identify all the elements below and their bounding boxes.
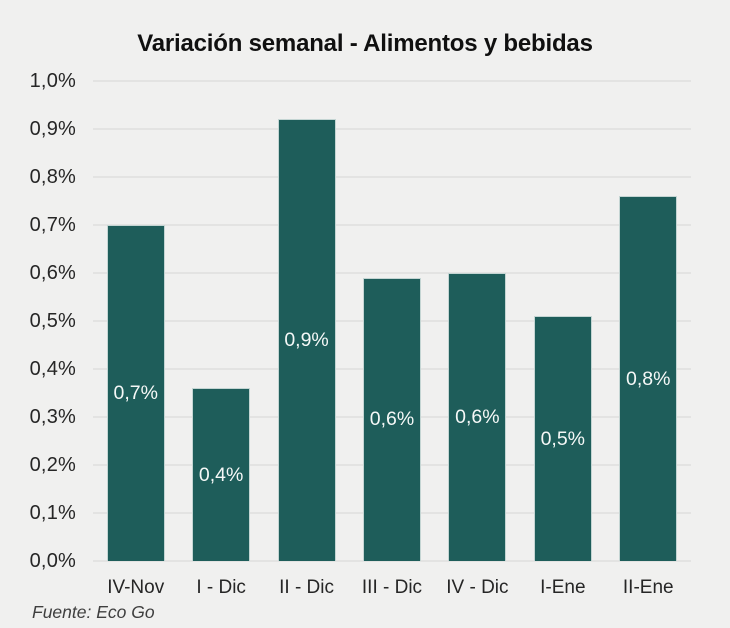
gridline (93, 560, 691, 562)
y-axis-tick-label: 0,2% (29, 454, 76, 476)
bar-value-label: 0,6% (369, 408, 415, 431)
y-axis-tick-label: 0,5% (29, 310, 76, 332)
bar-value-label: 0,9% (284, 329, 329, 352)
bar-slot: 0,9% (264, 81, 349, 561)
bar-series: 0,7% 0,4% 0,9% 0,6% 0,6% 0,5% 0,8% (93, 81, 691, 561)
bar-slot: 0,4% (178, 81, 263, 561)
bar-value-label: 0,6% (455, 406, 500, 428)
source-note: Fuente: Eco Go (32, 602, 155, 622)
bar-I - Dic: 0,4% (192, 388, 251, 561)
bar-value-label: 0,5% (540, 427, 586, 450)
bar-II - Dic: 0,9% (277, 119, 336, 561)
y-axis-tick-label: 0,1% (29, 502, 76, 524)
x-axis-labels: IV-Nov I - Dic II - Dic III - Dic IV - Dic I-… (93, 577, 691, 599)
x-axis-tick-label: II-Ene (622, 577, 674, 598)
gridline (93, 224, 691, 226)
bar-I-Ene: 0,5% (533, 316, 592, 561)
gridline (93, 272, 691, 274)
y-axis-tick-label: 0,0% (29, 550, 76, 572)
gridline (93, 80, 691, 82)
y-axis-tick-label: 1,0% (29, 70, 76, 92)
x-axis-tick-label: III - Dic (361, 577, 423, 598)
y-axis-tick-label: 0,6% (29, 262, 76, 284)
y-axis-tick-label: 0,3% (29, 406, 76, 428)
bar-II-Ene: 0,8% (619, 196, 678, 561)
bar-IV-Nov: 0,7% (106, 225, 165, 561)
y-axis-tick-label: 0,4% (29, 358, 76, 380)
bar-slot: 0,5% (520, 81, 605, 561)
bar-value-label: 0,8% (626, 367, 671, 390)
x-axis-tick-label: I - Dic (196, 577, 246, 598)
gridline (93, 176, 691, 178)
bar-slot: 0,6% (435, 81, 520, 561)
x-axis-tick-label: II - Dic (279, 577, 334, 598)
x-axis-tick-label: I-Ene (540, 577, 586, 598)
bar-slot: 0,6% (349, 81, 434, 561)
x-axis-tick-label: IV-Nov (107, 577, 165, 598)
bar-slot: 0,8% (606, 81, 691, 561)
bar-value-label: 0,7% (113, 382, 158, 404)
bar-value-label: 0,4% (198, 463, 244, 486)
bar-IV - Dic: 0,6% (448, 273, 507, 561)
y-axis-tick-label: 0,8% (29, 166, 76, 188)
bar-slot: 0,7% (93, 81, 178, 561)
bar-III - Dic: 0,6% (362, 277, 421, 561)
gridline (93, 128, 691, 130)
y-axis-labels: 1,0% 0,9% 0,8% 0,7% 0,6% 0,5% 0,4% 0,3% 0,2% 0,1%… (0, 70, 76, 572)
y-axis-tick-label: 0,9% (29, 118, 76, 140)
chart-title: Variación semanal - Alimentos y bebidas (137, 30, 593, 57)
plot-area: 0,7% 0,4% 0,9% 0,6% 0,6% 0,5% 0,8% (93, 80, 691, 562)
x-axis-tick-label: IV - Dic (446, 577, 509, 598)
y-axis-tick-label: 0,7% (29, 214, 76, 236)
